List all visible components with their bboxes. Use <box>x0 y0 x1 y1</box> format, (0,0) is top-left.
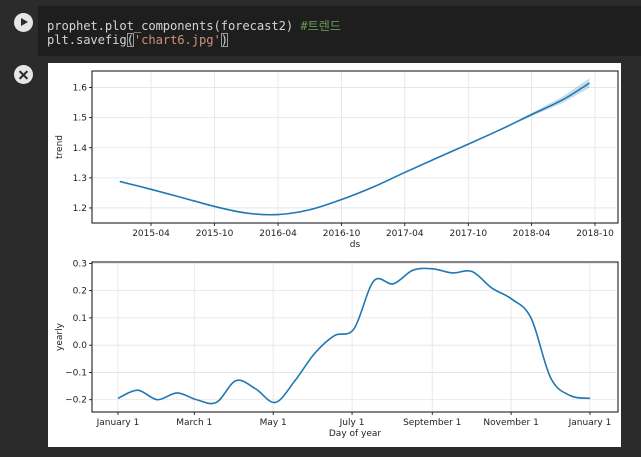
code-cell: prophet.plot_components(forecast2) #트렌드 … <box>0 0 641 60</box>
series-line-trend <box>119 82 590 216</box>
bracket-match-open: ( <box>126 33 134 47</box>
data-point <box>277 214 279 216</box>
plot-frame-2 <box>91 261 619 413</box>
code-text: prophet.plot_components(forecast2) <box>47 19 301 33</box>
data-point <box>255 388 257 390</box>
data-point <box>182 197 184 199</box>
x-tick-label: 2018-10 <box>576 229 614 239</box>
x-tick-label: July 1 <box>339 418 365 428</box>
code-comment: #트렌드 <box>300 19 341 33</box>
data-point <box>309 209 311 211</box>
data-point <box>511 298 513 300</box>
data-point <box>353 328 355 330</box>
bracket-match-close: ) <box>220 33 228 47</box>
x-tick-label: 2018-04 <box>513 229 551 239</box>
x-tick-label: September 1 <box>403 418 461 428</box>
code-line-1: prophet.plot_components(forecast2) #트렌드 <box>47 16 341 34</box>
y-tick-label: 1.3 <box>73 174 87 184</box>
data-point <box>334 335 336 337</box>
data-point <box>393 283 395 285</box>
data-point <box>117 398 119 400</box>
x-tick-label: 2017-04 <box>386 229 424 239</box>
data-point <box>531 114 533 116</box>
y-tick-label: 1.4 <box>73 144 88 154</box>
data-point <box>452 272 454 274</box>
data-point <box>216 402 218 404</box>
data-point <box>589 398 591 400</box>
data-point <box>196 399 198 401</box>
x-axis-label: Day of year <box>329 429 382 439</box>
x-axis-label: ds <box>350 240 361 250</box>
data-point <box>373 186 375 188</box>
data-point <box>294 380 296 382</box>
x-tick-label: November 1 <box>483 418 538 428</box>
code-line-2: plt.savefig('chart6.jpg') <box>47 33 228 47</box>
data-point <box>235 380 237 382</box>
clear-output-icon[interactable] <box>14 65 33 84</box>
data-point <box>314 353 316 355</box>
data-point <box>150 188 152 190</box>
x-tick-label: January 1 <box>568 418 612 428</box>
series-line-yearly <box>117 267 591 405</box>
data-point <box>491 287 493 289</box>
components-figure: 1.2 1.3 1.4 1.5 1.6 2015-04 2015-10 2016-04 2016… <box>55 70 619 439</box>
data-point <box>432 268 434 270</box>
x-tick-label: May 1 <box>260 418 287 428</box>
y-tick-label: 1.2 <box>73 204 87 214</box>
data-point <box>246 212 248 214</box>
data-point <box>530 317 532 319</box>
data-point <box>119 181 121 183</box>
data-point <box>570 395 572 397</box>
y-tick-label: 0.3 <box>73 259 87 269</box>
data-point <box>550 377 552 379</box>
y-tick-label: −0.2 <box>65 396 87 406</box>
data-point <box>436 157 438 159</box>
y-tick-label: −0.1 <box>65 368 87 378</box>
x-tick-label: 2016-10 <box>323 229 361 239</box>
y-tick-label: 0.0 <box>73 341 88 351</box>
data-point <box>412 269 414 271</box>
x-tick-label: March 1 <box>176 418 212 428</box>
data-point <box>467 143 469 145</box>
data-point <box>589 82 591 84</box>
code-editor[interactable]: prophet.plot_components(forecast2) #트렌드 … <box>38 6 641 56</box>
cell-output: 1.2 1.3 1.4 1.5 1.6 2015-04 2015-10 2016-04 2016… <box>48 63 621 447</box>
data-point <box>499 129 501 131</box>
data-point <box>471 271 473 273</box>
data-point <box>214 206 216 208</box>
y-tick-label: 0.1 <box>73 314 87 324</box>
x-tick-label: 2016-04 <box>259 229 297 239</box>
y-tick-label: 1.5 <box>73 114 87 124</box>
x-tick-label: 2015-10 <box>196 229 234 239</box>
code-string: 'chart6.jpg' <box>133 33 221 47</box>
code-text: plt.savefig <box>47 33 127 47</box>
plot-area-1 <box>91 70 619 224</box>
data-point <box>373 280 375 282</box>
run-cell-button[interactable] <box>14 13 33 32</box>
data-point <box>275 402 277 404</box>
x-tick-label: 2015-04 <box>132 229 170 239</box>
data-point <box>137 389 139 391</box>
y-tick-label: 1.6 <box>73 84 88 94</box>
y-axis-label: yearly <box>55 322 65 351</box>
data-point <box>562 99 564 101</box>
data-point <box>176 392 178 394</box>
y-tick-label: 0.2 <box>73 287 87 297</box>
x-tick-label: 2017-10 <box>449 229 487 239</box>
data-point <box>341 199 343 201</box>
data-point <box>157 399 159 401</box>
x-tick-label: January 1 <box>96 418 140 428</box>
plot-area-2 <box>91 261 619 413</box>
y-axis-label: trend <box>55 135 65 159</box>
data-point <box>404 172 406 174</box>
plot-frame-1 <box>91 70 619 224</box>
